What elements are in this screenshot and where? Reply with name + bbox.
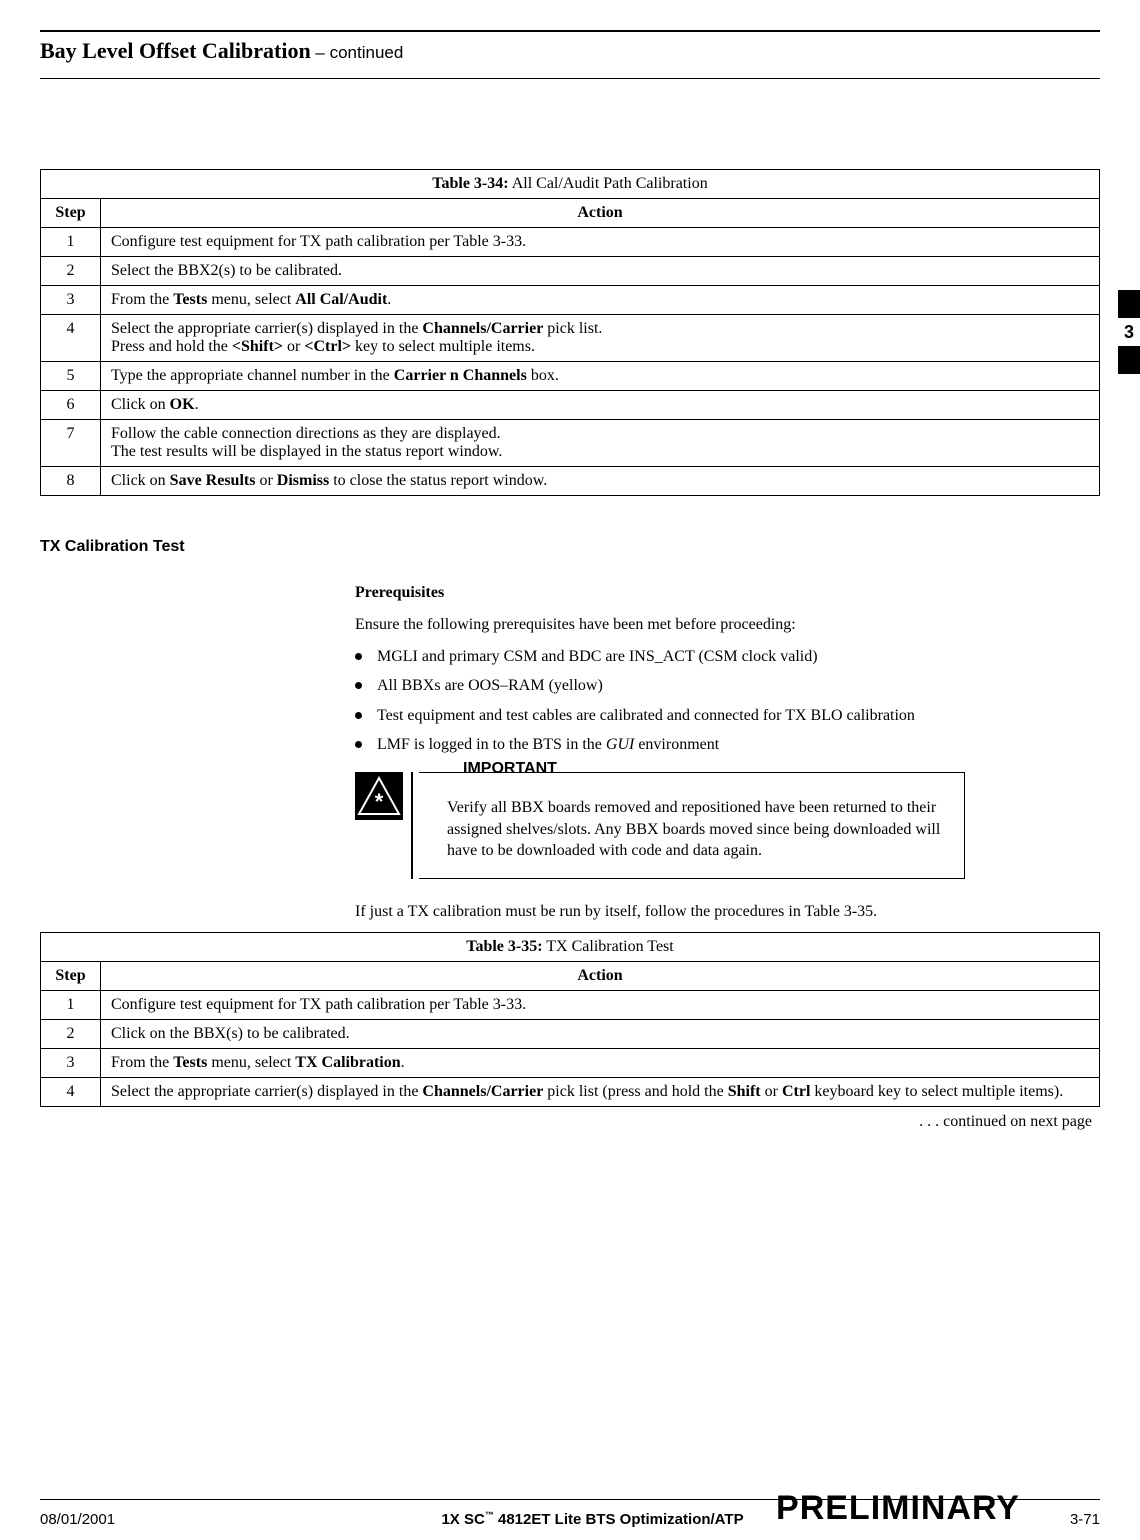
important-text: Verify all BBX boards removed and reposi… [447,797,952,862]
table-3-34: Table 3-34: All Cal/Audit Path Calibrati… [40,169,1100,496]
step-cell: 3 [41,1049,101,1078]
action-cell: From the Tests menu, select TX Calibrati… [101,1049,1100,1078]
list-item: LMF is logged in to the BTS in the GUI e… [355,734,965,756]
footer-doc-title: 1X SC™ 4812ET Lite BTS Optimization/ATP [441,1510,743,1528]
table-row: 5Type the appropriate channel number in … [41,362,1100,391]
step-cell: 5 [41,362,101,391]
table34-caption-bold: Table 3-34: [432,175,508,192]
table-row: 3From the Tests menu, select All Cal/Aud… [41,286,1100,315]
table-row: 6Click on OK. [41,391,1100,420]
page-footer: 08/01/2001 1X SC™ 4812ET Lite BTS Optimi… [40,1499,1100,1528]
title-continued: – continued [311,43,404,62]
preliminary-watermark: PRELIMINARY [776,1489,1020,1528]
list-item: All BBXs are OOS–RAM (yellow) [355,675,965,697]
step-cell: 2 [41,1020,101,1049]
table35-col-step: Step [41,962,101,991]
section-heading: TX Calibration Test [40,538,1100,556]
step-cell: 1 [41,991,101,1020]
action-cell: Select the appropriate carrier(s) displa… [101,1078,1100,1107]
table-row: 8Click on Save Results or Dismiss to clo… [41,467,1100,496]
table35-caption-rest: TX Calibration Test [543,938,674,955]
table-row: 3From the Tests menu, select TX Calibrat… [41,1049,1100,1078]
action-cell: Configure test equipment for TX path cal… [101,228,1100,257]
table-row: 4Select the appropriate carrier(s) displ… [41,1078,1100,1107]
side-tab: 3 [1118,290,1140,374]
chapter-tab-number: 3 [1118,318,1140,346]
action-cell: Type the appropriate channel number in t… [101,362,1100,391]
step-cell: 4 [41,315,101,362]
table35-col-action: Action [101,962,1100,991]
action-cell: Click on the BBX(s) to be calibrated. [101,1020,1100,1049]
list-item: MGLI and primary CSM and BDC are INS_ACT… [355,646,965,668]
table34-caption-rest: All Cal/Audit Path Calibration [509,175,708,192]
continued-note: . . . continued on next page [40,1113,1100,1131]
table-3-35: Table 3-35: TX Calibration Test StepActi… [40,932,1100,1107]
table-row: 1Configure test equipment for TX path ca… [41,991,1100,1020]
svg-text:*: * [375,789,384,814]
important-callout: * IMPORTANT Verify all BBX boards remove… [355,772,965,879]
title-main: Bay Level Offset Calibration [40,38,311,63]
list-item: Test equipment and test cables are calib… [355,705,965,727]
action-cell: Configure test equipment for TX path cal… [101,991,1100,1020]
prerequisites-heading: Prerequisites [355,584,965,602]
table-row: 4Select the appropriate carrier(s) displ… [41,315,1100,362]
step-cell: 4 [41,1078,101,1107]
step-cell: 7 [41,420,101,467]
table35-caption-bold: Table 3-35: [466,938,542,955]
table-row: 1Configure test equipment for TX path ca… [41,228,1100,257]
action-cell: Click on OK. [101,391,1100,420]
step-cell: 3 [41,286,101,315]
action-cell: Follow the cable connection directions a… [101,420,1100,467]
star-triangle-icon: * [355,772,403,820]
table34-col-action: Action [101,199,1100,228]
step-cell: 8 [41,467,101,496]
action-cell: Select the appropriate carrier(s) displa… [101,315,1100,362]
step-cell: 2 [41,257,101,286]
after-important-paragraph: If just a TX calibration must be run by … [355,901,965,923]
footer-date: 08/01/2001 [40,1511,115,1528]
action-cell: Click on Save Results or Dismiss to clos… [101,467,1100,496]
footer-page-number: 3-71 [1070,1511,1100,1528]
action-cell: From the Tests menu, select All Cal/Audi… [101,286,1100,315]
page-title: Bay Level Offset Calibration – continued [40,38,1100,64]
table-row: 2Click on the BBX(s) to be calibrated. [41,1020,1100,1049]
table-row: 7Follow the cable connection directions … [41,420,1100,467]
prerequisites-intro: Ensure the following prerequisites have … [355,614,965,636]
prerequisites-list: MGLI and primary CSM and BDC are INS_ACT… [355,646,965,756]
step-cell: 1 [41,228,101,257]
table-row: 2Select the BBX2(s) to be calibrated. [41,257,1100,286]
table34-col-step: Step [41,199,101,228]
action-cell: Select the BBX2(s) to be calibrated. [101,257,1100,286]
step-cell: 6 [41,391,101,420]
